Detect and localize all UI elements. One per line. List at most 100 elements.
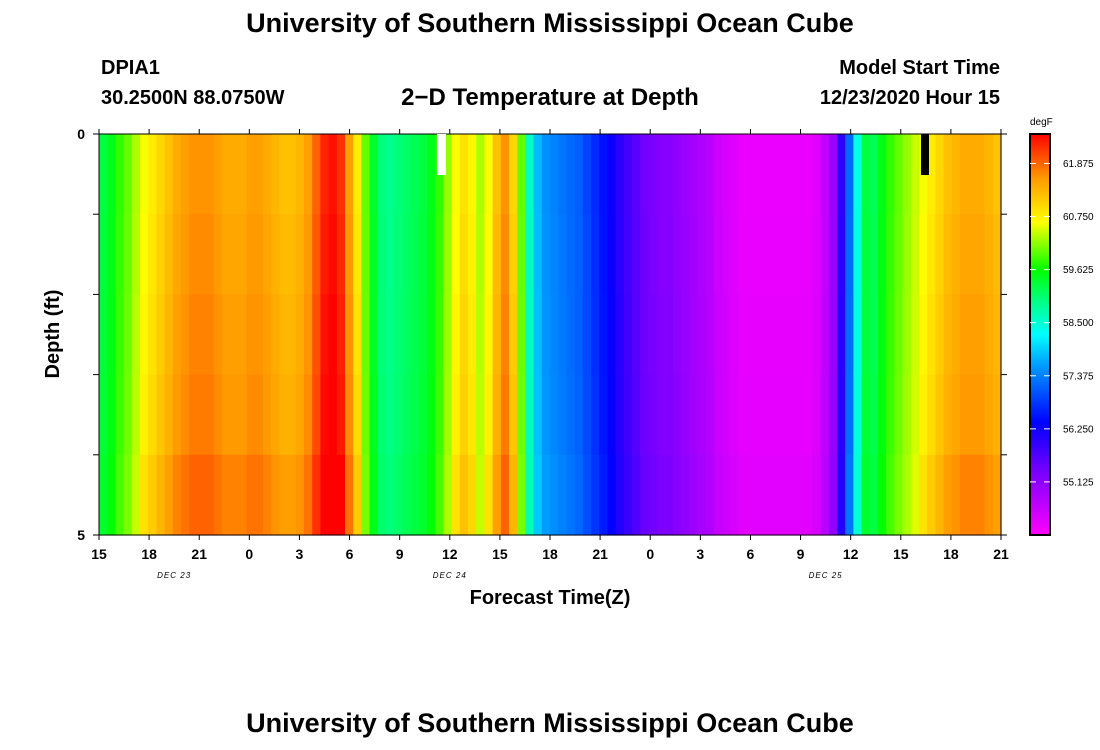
heatmap-cell — [279, 454, 289, 536]
heatmap-cell — [353, 214, 362, 295]
heatmap-cell — [591, 454, 600, 536]
heatmap-cell — [796, 134, 805, 215]
heatmap-cell — [320, 294, 330, 376]
heatmap-cell — [779, 454, 789, 536]
heatmap-cell — [476, 214, 485, 295]
heatmap-cell — [632, 134, 641, 215]
heatmap-cell — [172, 454, 182, 536]
heatmap-cell — [189, 134, 198, 215]
heatmap-cell — [123, 214, 133, 295]
heatmap-cell — [99, 454, 108, 536]
heatmap-cell — [189, 454, 198, 536]
heatmap-cell — [279, 214, 289, 295]
heatmap-cell — [681, 294, 690, 376]
heatmap-cell — [632, 374, 641, 456]
heatmap-cell — [353, 374, 362, 456]
heatmap-cell — [328, 294, 338, 376]
heatmap-cell — [878, 294, 887, 376]
heatmap-cell — [254, 374, 264, 456]
heatmap-cell — [304, 214, 313, 295]
heatmap-cell — [615, 294, 625, 376]
heatmap-cell — [804, 374, 813, 456]
heatmap-cell — [615, 134, 625, 215]
heatmap-cell — [238, 294, 248, 376]
heatmap-cell — [705, 454, 715, 536]
heatmap-cell — [861, 294, 871, 376]
heatmap-cell — [410, 374, 420, 456]
heatmap-cell — [804, 454, 813, 536]
heatmap-cell — [566, 454, 576, 536]
heatmap-cell — [213, 374, 223, 456]
heatmap-cell — [730, 294, 740, 376]
heatmap-cell — [984, 134, 994, 215]
heatmap-cell — [287, 374, 297, 456]
heatmap-cell — [828, 214, 838, 295]
heatmap-cell — [394, 454, 403, 536]
heatmap-cell — [345, 214, 354, 295]
heatmap-cell — [812, 294, 822, 376]
heatmap-cell — [410, 454, 420, 536]
heatmap-cell — [951, 294, 961, 376]
heatmap-cell — [550, 214, 559, 295]
heatmap-cell — [435, 374, 444, 456]
heatmap-cell — [484, 454, 494, 536]
heatmap-cell — [837, 294, 846, 376]
heatmap-cell — [148, 134, 157, 215]
heatmap-cell — [902, 134, 912, 215]
heatmap-cell — [837, 454, 846, 536]
heatmap-cell — [591, 374, 600, 456]
heatmap-cell — [525, 134, 535, 215]
x-tick-label: 3 — [296, 546, 304, 562]
heatmap-cell — [435, 454, 444, 536]
heatmap-cell — [558, 134, 567, 215]
heatmap-cell — [304, 374, 313, 456]
heatmap-cell — [172, 374, 182, 456]
heatmap-cell — [148, 374, 157, 456]
heatmap-cell — [960, 134, 969, 215]
heatmap-cell — [673, 374, 682, 456]
heatmap-cell — [771, 134, 781, 215]
heatmap-cell — [902, 374, 912, 456]
heatmap-cell — [927, 134, 936, 215]
heatmap-cell — [656, 294, 666, 376]
heatmap-cell — [861, 134, 871, 215]
heatmap-cell — [533, 214, 543, 295]
y-tick-label: 5 — [77, 527, 85, 543]
heatmap-cell — [115, 374, 125, 456]
heatmap-cell — [820, 134, 830, 215]
heatmap-cell — [681, 374, 690, 456]
heatmap-cell — [246, 374, 256, 456]
heatmap-cell — [295, 134, 305, 215]
heatmap-cell — [935, 134, 945, 215]
heatmap-cell — [697, 294, 707, 376]
heatmap-cell — [345, 454, 354, 536]
heatmap-cell — [960, 214, 969, 295]
heatmap-cell — [935, 294, 945, 376]
heatmap-cell — [599, 454, 608, 536]
heatmap-cell — [156, 294, 166, 376]
heatmap-cell — [263, 134, 272, 215]
heatmap-cell — [427, 134, 436, 215]
heatmap-cell — [582, 374, 592, 456]
heatmap-cell — [361, 294, 371, 376]
heatmap-cell — [427, 454, 436, 536]
heatmap-cell — [714, 454, 723, 536]
heatmap-cell — [164, 374, 174, 456]
date-label: DEC 24 — [433, 571, 467, 580]
heatmap-cell — [558, 214, 567, 295]
heatmap-cell — [599, 134, 608, 215]
heatmap-cell — [336, 454, 346, 536]
heatmap-cell — [254, 134, 264, 215]
heatmap-cell — [254, 294, 264, 376]
heatmap-cell — [468, 134, 477, 215]
heatmap-cell — [886, 374, 895, 456]
heatmap-cell — [894, 374, 904, 456]
heatmap-cell — [828, 134, 838, 215]
heatmap-cell — [878, 214, 887, 295]
heatmap-cell — [812, 454, 822, 536]
heatmap-cell — [213, 294, 223, 376]
heatmap-cell — [418, 374, 428, 456]
heatmap-cell — [361, 214, 371, 295]
heatmap-cell — [787, 454, 797, 536]
heatmap-cell — [468, 214, 477, 295]
